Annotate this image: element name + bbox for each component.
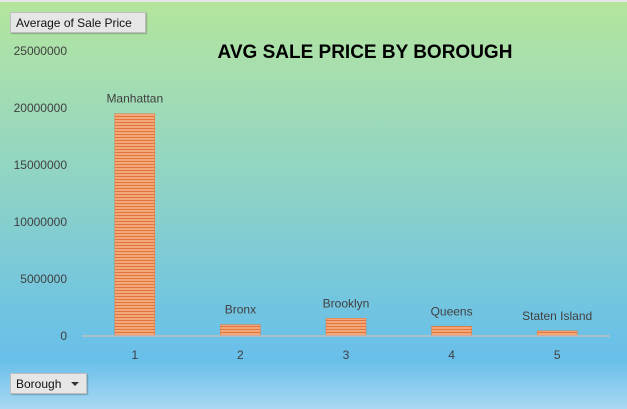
bar[interactable] (536, 330, 578, 337)
bar[interactable] (325, 318, 367, 337)
value-field-label: Average of Sale Price (16, 15, 132, 30)
y-tick-label: 0 (60, 329, 67, 343)
bar[interactable] (220, 324, 261, 337)
x-tick-label: 1 (131, 348, 138, 362)
axis-field-label: Borough (16, 376, 62, 391)
chart-title: AVG SALE PRICE BY BOROUGH (217, 42, 513, 63)
chevron-down-icon[interactable] (71, 382, 79, 386)
x-tick-label: 4 (448, 348, 455, 362)
x-tick-label: 5 (554, 348, 561, 362)
y-tick-label: 25000000 (14, 44, 68, 58)
axis-field-button[interactable]: Borough (10, 373, 87, 394)
x-axis: 1 2 3 4 5 (131, 348, 560, 362)
x-tick-label: 3 (343, 348, 350, 362)
y-tick-label: 20000000 (14, 101, 68, 115)
x-tick-label: 2 (237, 348, 244, 362)
y-axis: 0 5000000 10000000 15000000 20000000 25000000 (14, 44, 68, 343)
data-label: Manhattan (106, 92, 163, 106)
data-label: Queens (431, 304, 473, 318)
bar[interactable] (114, 113, 156, 337)
data-labels: Manhattan Bronx Brooklyn Queens Staten Islan… (106, 92, 592, 323)
bar[interactable] (431, 326, 472, 337)
data-label: Brooklyn (323, 296, 370, 310)
y-tick-label: 10000000 (14, 215, 68, 229)
data-label: Bronx (225, 303, 256, 317)
y-tick-label: 5000000 (20, 272, 67, 286)
y-tick-label: 15000000 (14, 158, 68, 172)
data-label: Staten Island (522, 309, 592, 323)
value-field-button[interactable]: Average of Sale Price (10, 12, 146, 33)
